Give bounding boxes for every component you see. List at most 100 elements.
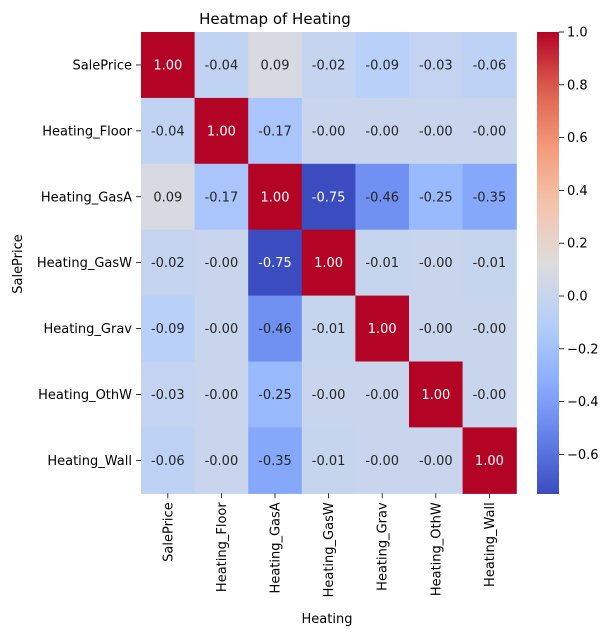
heatmap-cell <box>301 361 356 428</box>
heatmap-cell <box>248 163 303 231</box>
colorbar-tick-label: −0.4 <box>567 395 599 410</box>
heatmap-cell <box>248 361 303 428</box>
cell-value-label: -0.46 <box>258 322 292 337</box>
y-tick-label: Heating_GasA <box>41 190 132 205</box>
cell-value-label: -0.00 <box>312 124 346 139</box>
x-tick-label: SalePrice <box>161 502 176 562</box>
cell-value-label: -0.09 <box>151 322 185 337</box>
cell-value-label: 1.00 <box>421 388 450 403</box>
heatmap-cell <box>301 97 356 165</box>
y-tick-label: Heating_GasW <box>37 256 132 271</box>
cell-value-label: -0.02 <box>312 58 346 73</box>
heatmap-cell <box>301 163 356 231</box>
cell-value-label: -0.46 <box>365 190 399 205</box>
x-tick-label: Heating_Floor <box>215 502 230 592</box>
cell-value-label: -0.00 <box>473 124 507 139</box>
heatmap-cell <box>409 229 464 297</box>
x-tick-label: Heating_Grav <box>376 502 391 591</box>
y-tick-label: Heating_Grav <box>43 322 132 337</box>
cell-value-label: -0.00 <box>312 388 346 403</box>
heatmap-cell <box>409 97 464 165</box>
cell-value-label: -0.04 <box>205 58 239 73</box>
cell-value-label: -0.35 <box>473 190 507 205</box>
y-tick-label: SalePrice <box>72 58 132 73</box>
y-tick-label: Heating_OthW <box>38 388 132 403</box>
heatmap-cell <box>355 229 410 297</box>
heatmap-cell <box>141 229 196 297</box>
cell-value-label: -0.03 <box>151 388 185 403</box>
heatmap-cell <box>141 361 196 428</box>
cell-value-label: -0.00 <box>365 124 399 139</box>
y-tick-label: Heating_Floor <box>42 124 132 139</box>
heatmap-cell <box>141 427 196 494</box>
cell-value-label: -0.00 <box>205 256 239 271</box>
cell-value-label: -0.00 <box>419 322 453 337</box>
cell-value-label: 1.00 <box>261 190 290 205</box>
heatmap-cell <box>141 97 196 165</box>
cell-value-label: -0.06 <box>151 454 185 469</box>
colorbar-tick-label: 0.0 <box>567 290 588 305</box>
heatmap-cell <box>462 427 517 494</box>
cell-value-label: -0.75 <box>258 256 292 271</box>
heatmap-cell <box>301 32 356 99</box>
heatmap-cell <box>248 32 303 99</box>
heatmap-cell <box>462 361 517 428</box>
colorbar-gradient <box>537 32 559 494</box>
heatmap-cell <box>194 97 249 165</box>
cell-value-label: -0.04 <box>151 124 185 139</box>
x-tick-label: Heating_GasA <box>269 502 284 593</box>
cell-value-label: -0.00 <box>205 454 239 469</box>
x-tick-label: Heating_Wall <box>483 502 498 587</box>
x-tick-label: Heating_OthW <box>429 502 444 596</box>
cell-value-label: -0.01 <box>365 256 399 271</box>
cell-value-label: -0.25 <box>258 388 292 403</box>
cell-value-label: -0.00 <box>205 322 239 337</box>
heatmap-cells: 1.00 -0.04 0.09 -0.02 -0.09 -0.03 -0.06 -0.04 1.… <box>141 32 517 494</box>
cell-value-label: -0.01 <box>312 454 346 469</box>
cell-value-label: -0.00 <box>473 388 507 403</box>
cell-value-label: 1.00 <box>314 256 343 271</box>
colorbar-tick-label: 0.2 <box>567 237 588 252</box>
cell-value-label: 1.00 <box>368 322 397 337</box>
heatmap-cell <box>462 32 517 99</box>
cell-value-label: -0.00 <box>419 256 453 271</box>
heatmap-cell <box>355 32 410 99</box>
cell-value-label: 1.00 <box>207 124 236 139</box>
cell-value-label: -0.06 <box>473 58 507 73</box>
y-tick-label: Heating_Wall <box>47 454 132 469</box>
colorbar-tick-label: −0.2 <box>567 342 599 357</box>
cell-value-label: -0.17 <box>258 124 292 139</box>
heatmap-cell <box>141 163 196 231</box>
cell-value-label: -0.01 <box>473 256 507 271</box>
heatmap-cell <box>194 427 249 494</box>
heatmap-cell <box>355 427 410 494</box>
heatmap-cell <box>462 163 517 231</box>
chart-title: Heatmap of Heating <box>199 10 351 28</box>
cell-value-label: -0.03 <box>419 58 453 73</box>
heatmap-cell <box>194 295 249 363</box>
cell-value-label: -0.09 <box>365 58 399 73</box>
cell-value-label: -0.00 <box>365 388 399 403</box>
heatmap-cell <box>409 32 464 99</box>
heatmap-cell <box>194 163 249 231</box>
cell-value-label: -0.00 <box>419 454 453 469</box>
heatmap-cell <box>409 427 464 494</box>
cell-value-label: -0.00 <box>365 454 399 469</box>
cell-value-label: -0.35 <box>258 454 292 469</box>
x-axis-ticks: SalePrice Heating_Floor Heating_GasA Heatin… <box>161 493 498 597</box>
heatmap-cell <box>355 295 410 363</box>
cell-value-label: 0.09 <box>153 190 182 205</box>
colorbar-tick-label: 0.6 <box>567 131 588 146</box>
heatmap-cell <box>248 229 303 297</box>
colorbar-tick-label: 1.0 <box>567 26 588 41</box>
y-axis-label: SalePrice <box>11 234 26 294</box>
cell-value-label: -0.17 <box>205 190 239 205</box>
cell-value-label: -0.25 <box>419 190 453 205</box>
heatmap-cell <box>194 229 249 297</box>
heatmap-cell <box>462 295 517 363</box>
heatmap-cell <box>301 295 356 363</box>
cell-value-label: -0.00 <box>205 388 239 403</box>
colorbar-tick-label: −0.6 <box>567 448 599 463</box>
heatmap-cell <box>301 229 356 297</box>
heatmap-cell <box>141 32 196 99</box>
